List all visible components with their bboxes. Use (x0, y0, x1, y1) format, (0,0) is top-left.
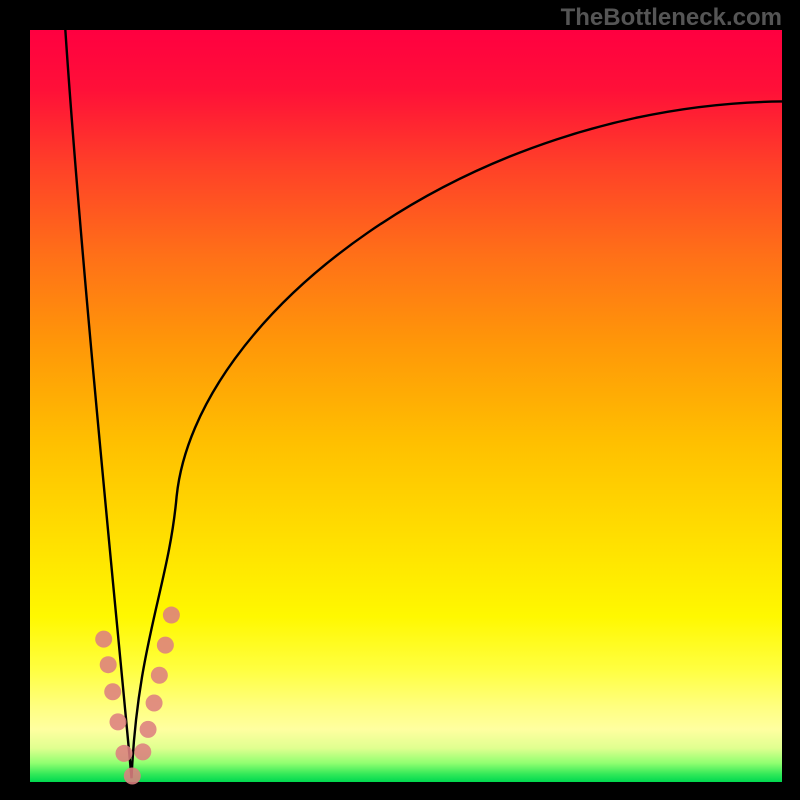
data-point (104, 683, 121, 700)
chart-svg (0, 0, 800, 800)
data-point (109, 713, 126, 730)
data-point (124, 767, 141, 784)
data-point (95, 631, 112, 648)
data-point (151, 667, 168, 684)
data-point (163, 607, 180, 624)
data-point (134, 743, 151, 760)
data-point (140, 721, 157, 738)
data-point (116, 745, 133, 762)
data-point (157, 637, 174, 654)
data-point (146, 695, 163, 712)
chart-container: TheBottleneck.com (0, 0, 800, 800)
data-point (100, 656, 117, 673)
